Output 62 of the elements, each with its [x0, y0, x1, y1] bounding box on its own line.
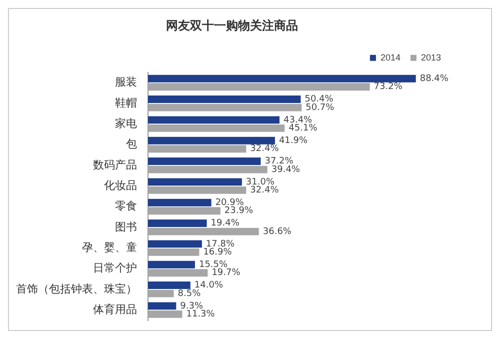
bar — [148, 228, 259, 236]
data-label: 8.5% — [178, 288, 202, 299]
data-label: 14.0% — [194, 280, 224, 291]
y-tick-label: 服装 — [115, 76, 137, 89]
data-label: 41.9% — [278, 136, 308, 146]
data-label: 31.0% — [246, 177, 275, 188]
y-tick-label: 数码产品 — [93, 158, 137, 172]
data-label: 15.5% — [198, 260, 228, 270]
y-tick-label: 孕、婴、童 — [82, 240, 137, 254]
data-label: 73.2% — [374, 82, 403, 92]
data-label: 36.6% — [262, 226, 292, 237]
bar — [148, 104, 302, 112]
y-tick-label: 鞋帽 — [115, 96, 137, 110]
y-tick-label: 包 — [126, 138, 137, 151]
y-tick-label: 首饰（包括钟表、珠宝） — [16, 282, 137, 296]
y-tick-label: 体育用品 — [93, 302, 137, 316]
bar — [148, 198, 212, 206]
y-tick-label: 零食 — [115, 200, 137, 213]
bar — [148, 302, 176, 310]
bar — [148, 124, 285, 132]
data-label: 19.4% — [210, 218, 240, 229]
chart-title: 网友双十一购物关注商品 — [166, 18, 298, 32]
legend-label: 2014 — [380, 52, 400, 62]
data-label: 11.3% — [186, 310, 216, 320]
data-label: 39.4% — [271, 164, 300, 175]
data-label: 16.9% — [203, 248, 232, 258]
bar — [148, 207, 220, 215]
data-label: 23.9% — [224, 206, 254, 216]
data-label: 17.8% — [206, 239, 235, 250]
y-tick-label: 家电 — [115, 116, 137, 130]
bar — [148, 260, 195, 268]
bar — [148, 269, 208, 277]
bar — [148, 290, 174, 298]
bar — [148, 282, 190, 289]
bar — [148, 158, 261, 165]
bar — [148, 166, 268, 174]
bar — [148, 74, 416, 82]
bar — [148, 248, 200, 256]
data-label: 50.7% — [306, 102, 335, 113]
y-tick-label: 化妆品 — [104, 178, 137, 192]
bar — [148, 116, 280, 124]
bar — [148, 310, 182, 318]
bar — [148, 240, 202, 248]
bar — [148, 96, 301, 103]
bar — [148, 186, 246, 194]
y-tick-label: 图书 — [115, 220, 137, 234]
bar — [148, 145, 246, 153]
data-label: 88.4% — [420, 74, 449, 84]
data-label: 9.3% — [180, 301, 204, 312]
data-label: 45.1% — [288, 124, 318, 134]
bar — [148, 136, 275, 144]
bar — [148, 178, 242, 186]
data-label: 20.9% — [215, 198, 244, 208]
legend-label: 2013 — [420, 52, 442, 62]
data-label: 32.4% — [250, 144, 280, 154]
bar — [148, 220, 207, 227]
y-tick-label: 日常个护 — [93, 262, 137, 275]
data-label: 50.4% — [304, 94, 334, 105]
data-label: 32.4% — [250, 186, 280, 196]
data-label: 19.7% — [212, 268, 241, 278]
data-label: 43.4% — [284, 115, 313, 126]
bar — [148, 83, 370, 91]
